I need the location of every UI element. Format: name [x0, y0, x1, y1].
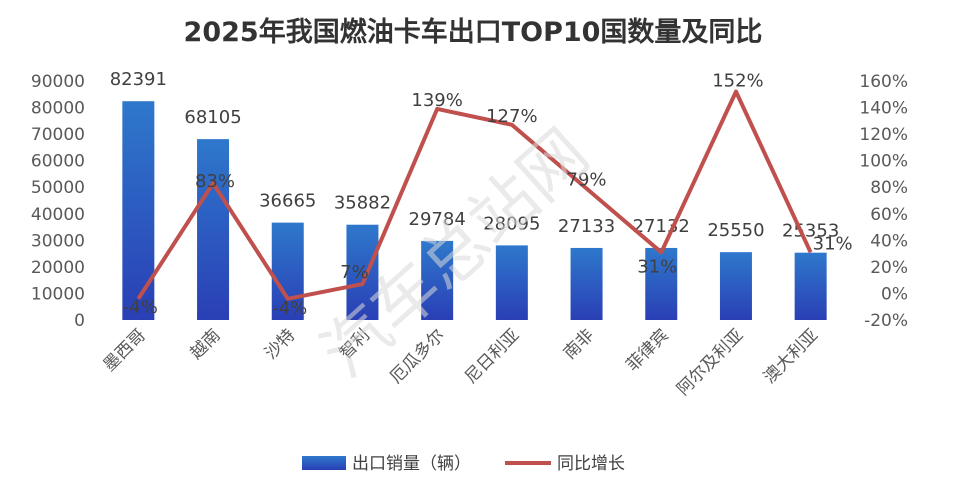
bar-value-label: 29784: [409, 209, 466, 230]
category-labels: 墨西哥 越南 沙特 智利 厄瓜多尔 尼日利亚 南非 菲律宾 阿尔及利亚 澳大利亚: [100, 325, 823, 399]
legend-line-label: 同比增长: [557, 454, 625, 474]
bar: [719, 252, 752, 320]
left-tick-label: 10000: [31, 284, 85, 304]
legend-bar-swatch: [302, 456, 346, 470]
growth-value-label: -4%: [123, 297, 158, 318]
right-tick-label: 20%: [870, 258, 908, 278]
growth-value-label: 7%: [340, 262, 369, 283]
growth-value-label: 31%: [813, 233, 853, 254]
growth-value-label: 83%: [195, 171, 235, 192]
growth-value-label: -4%: [272, 298, 307, 319]
growth-value-label: 127%: [486, 106, 537, 127]
category-label: 菲律宾: [623, 325, 673, 375]
right-tick-label: 60%: [870, 205, 908, 225]
left-tick-label: 0: [74, 311, 85, 331]
category-label: 阿尔及利亚: [673, 325, 747, 399]
bar: [645, 247, 678, 320]
growth-value-label: 152%: [712, 71, 763, 92]
bar: [346, 224, 379, 320]
bar: [122, 101, 155, 321]
right-axis: -20% 0% 20% 40% 60% 80% 100% 120% 140% 160%: [859, 72, 908, 331]
category-label: 墨西哥: [100, 325, 150, 375]
bar: [570, 247, 603, 320]
bar: [271, 222, 304, 320]
category-label: 南非: [560, 325, 598, 363]
right-tick-label: 160%: [859, 72, 908, 92]
category-label: 尼日利亚: [461, 325, 523, 387]
left-tick-label: 30000: [31, 231, 85, 251]
bar-value-label: 28095: [483, 213, 540, 234]
growth-value-label: 79%: [567, 170, 607, 191]
bar-value-label: 82391: [110, 69, 167, 90]
right-tick-label: 140%: [859, 99, 908, 119]
right-tick-label: 80%: [870, 178, 908, 198]
legend: 出口销量（辆） 同比增长: [302, 454, 625, 474]
growth-line: [136, 89, 813, 301]
chart-title: 2025年我国燃油卡车出口TOP10国数量及同比: [184, 16, 763, 48]
category-label: 沙特: [261, 325, 299, 363]
bar-value-label: 27133: [558, 216, 615, 237]
category-label: 越南: [186, 325, 224, 363]
bar-value-label: 35882: [334, 193, 391, 214]
right-tick-label: 0%: [881, 284, 908, 304]
left-tick-label: 50000: [31, 178, 85, 198]
left-tick-label: 80000: [31, 99, 85, 119]
right-tick-label: 40%: [870, 231, 908, 251]
left-axis: 0 10000 20000 30000 40000 50000 60000 70000 8000…: [31, 72, 85, 331]
growth-value-label: 31%: [637, 256, 677, 277]
category-label: 澳大利亚: [760, 325, 822, 387]
bar: [197, 139, 230, 320]
bar-value-label: 36665: [259, 191, 316, 212]
legend-bar-label: 出口销量（辆）: [352, 454, 471, 474]
left-tick-label: 40000: [31, 205, 85, 225]
bar: [421, 240, 454, 320]
left-tick-label: 70000: [31, 125, 85, 145]
right-tick-label: 100%: [859, 152, 908, 172]
growth-value-labels: -4% 83% -4% 7% 139% 127% 79% 31% 152% 31%: [123, 71, 853, 319]
right-tick-label: -20%: [864, 311, 908, 331]
left-tick-label: 90000: [31, 72, 85, 92]
right-tick-label: 120%: [859, 125, 908, 145]
bar: [794, 252, 827, 320]
left-tick-label: 60000: [31, 152, 85, 172]
left-tick-label: 20000: [31, 258, 85, 278]
bar-value-label: 25550: [707, 220, 764, 241]
bar: [495, 245, 528, 320]
growth-value-label: 139%: [411, 90, 462, 111]
bar-series: [122, 101, 827, 321]
bar-value-label: 68105: [184, 107, 241, 128]
